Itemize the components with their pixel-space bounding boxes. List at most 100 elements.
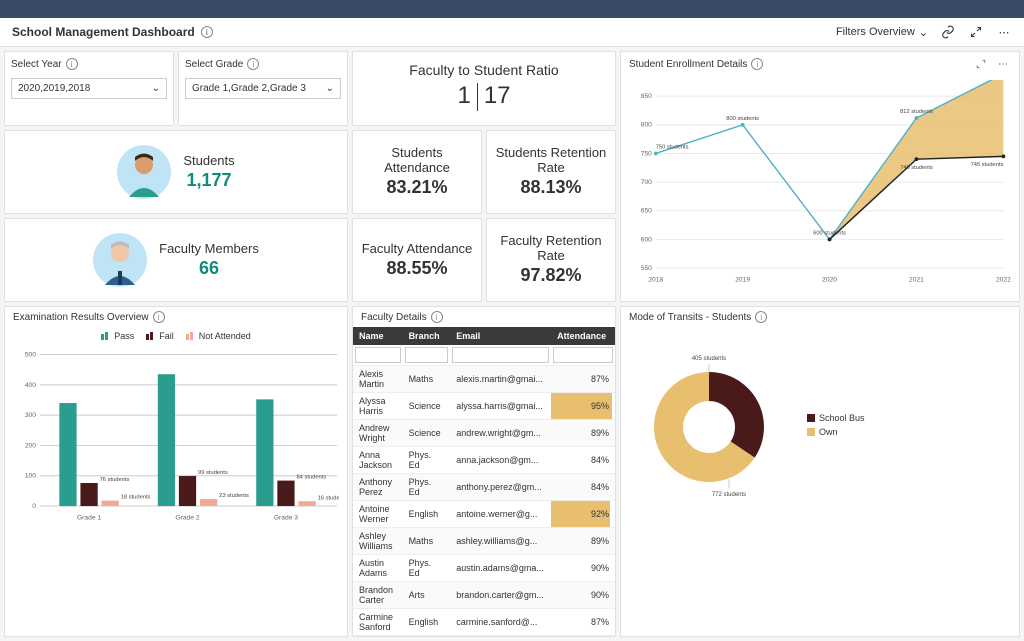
info-icon[interactable]: i xyxy=(431,311,443,323)
students-retention-kpi: Students Retention Rate 88.13% xyxy=(486,130,616,214)
faculty-label: Faculty Members xyxy=(159,241,259,256)
faculty-retention-value: 97.82% xyxy=(495,265,607,286)
ratio-title: Faculty to Student Ratio xyxy=(363,62,605,78)
enrollment-panel: Student Enrollment Details i ⋯ 550600650… xyxy=(620,51,1020,302)
faculty-table-panel: Faculty Details i NameBranchEmailAttendan… xyxy=(352,306,616,637)
exam-panel: Examination Results Overviewi PassFailNo… xyxy=(4,306,348,637)
select-grade-panel: Select Grade i Grade 1,Grade 2,Grade 3 ⌄ xyxy=(178,51,348,126)
info-icon[interactable]: i xyxy=(755,311,767,323)
table-row[interactable]: Austin AdamsPhys. Edaustin.adams@gma...9… xyxy=(353,555,615,582)
chevron-down-icon: ⌄ xyxy=(152,83,160,94)
faculty-table: NameBranchEmailAttendance Alexis MartinM… xyxy=(353,327,615,636)
filters-overview-button[interactable]: Filters Overview ⌄ xyxy=(836,26,928,39)
faculty-retention-kpi: Faculty Retention Rate 97.82% xyxy=(486,218,616,302)
student-avatar-icon xyxy=(117,145,171,199)
table-row[interactable]: Antoine WernerEnglishantoine.werner@g...… xyxy=(353,501,615,528)
select-year-dropdown[interactable]: 2020,2019,2018 ⌄ xyxy=(11,78,167,99)
page-title: School Management Dashboard i xyxy=(12,25,213,39)
faculty-attendance-kpi: Faculty Attendance 88.55% xyxy=(352,218,482,302)
svg-text:84 students: 84 students xyxy=(296,475,326,481)
title-text: School Management Dashboard xyxy=(12,25,195,39)
svg-text:2018: 2018 xyxy=(648,276,663,283)
svg-text:2022: 2022 xyxy=(996,276,1011,283)
svg-text:200: 200 xyxy=(25,442,36,449)
info-icon[interactable]: i xyxy=(201,26,213,38)
svg-text:2019: 2019 xyxy=(735,276,750,283)
svg-text:0: 0 xyxy=(32,503,36,510)
main-grid: Select Year i 2020,2019,2018 ⌄ Select Gra… xyxy=(0,47,1024,641)
svg-text:812 students: 812 students xyxy=(900,109,933,115)
faculty-attendance-value: 88.55% xyxy=(362,258,473,279)
expand-icon[interactable] xyxy=(968,24,984,40)
link-icon[interactable] xyxy=(940,24,956,40)
info-icon[interactable]: i xyxy=(66,58,78,70)
table-row[interactable]: Carmine SanfordEnglishcarmine.sanford@..… xyxy=(353,609,615,636)
svg-text:23 students: 23 students xyxy=(219,493,249,499)
students-value: 1,177 xyxy=(183,170,234,191)
info-icon[interactable]: i xyxy=(247,58,259,70)
info-icon[interactable]: i xyxy=(751,58,763,70)
faculty-table-title: Faculty Details xyxy=(361,312,427,323)
table-header[interactable]: Attendance xyxy=(551,327,615,345)
svg-text:550: 550 xyxy=(641,265,652,272)
svg-text:76 students: 76 students xyxy=(100,477,130,483)
svg-text:650: 650 xyxy=(641,208,652,215)
students-attendance-kpi: Students Attendance 83.21% xyxy=(352,130,482,214)
students-label: Students xyxy=(183,153,234,168)
select-grade-label: Select Grade xyxy=(185,59,243,70)
svg-text:500: 500 xyxy=(25,351,36,358)
table-row[interactable]: Ashley WilliamsMathsashley.williams@g...… xyxy=(353,528,615,555)
svg-text:600 students: 600 students xyxy=(813,231,846,237)
svg-text:2020: 2020 xyxy=(822,276,837,283)
svg-text:300: 300 xyxy=(25,412,36,419)
svg-text:745 students: 745 students xyxy=(971,162,1004,168)
column-filter-input[interactable] xyxy=(355,347,401,363)
info-icon[interactable]: i xyxy=(153,311,165,323)
ratio-right: 17 xyxy=(484,82,511,109)
table-row[interactable]: Anthony PerezPhys. Edanthony.perez@gm...… xyxy=(353,474,615,501)
students-retention-value: 88.13% xyxy=(495,177,607,198)
svg-text:100: 100 xyxy=(25,473,36,480)
transit-title: Mode of Transits - Students xyxy=(629,312,751,323)
table-row[interactable]: Alexis MartinMathsalexis.martin@gmai...8… xyxy=(353,366,615,393)
faculty-value: 66 xyxy=(159,258,259,279)
transit-legend: School BusOwn xyxy=(807,413,865,441)
more-icon[interactable]: ⋯ xyxy=(995,56,1011,72)
chevron-down-icon: ⌄ xyxy=(919,26,928,39)
exam-chart: 010020030040050076 students18 studentsGr… xyxy=(13,347,339,527)
column-filter-input[interactable] xyxy=(553,347,613,363)
svg-text:2021: 2021 xyxy=(909,276,924,283)
column-filter-input[interactable] xyxy=(405,347,449,363)
expand-icon[interactable] xyxy=(973,56,989,72)
more-icon[interactable]: ⋯ xyxy=(996,24,1012,40)
svg-text:750: 750 xyxy=(641,150,652,157)
svg-text:800 students: 800 students xyxy=(726,116,759,122)
svg-text:800: 800 xyxy=(641,122,652,129)
table-row[interactable]: Brandon CarterArtsbrandon.carter@gm...90… xyxy=(353,582,615,609)
table-row[interactable]: Anna JacksonPhys. Edanna.jackson@gm...84… xyxy=(353,447,615,474)
select-year-label: Select Year xyxy=(11,59,62,70)
column-filter-input[interactable] xyxy=(452,347,549,363)
students-attendance-label: Students Attendance xyxy=(361,145,473,175)
svg-text:700: 700 xyxy=(641,179,652,186)
svg-text:850: 850 xyxy=(641,93,652,100)
transit-chart: 405 students772 students School BusOwn xyxy=(621,327,1019,527)
table-header[interactable]: Name xyxy=(353,327,403,345)
students-retention-label: Students Retention Rate xyxy=(495,145,607,175)
svg-text:99 students: 99 students xyxy=(198,470,228,476)
ratio-separator xyxy=(477,83,478,111)
svg-text:740 students: 740 students xyxy=(900,165,933,171)
select-grade-dropdown[interactable]: Grade 1,Grade 2,Grade 3 ⌄ xyxy=(185,78,341,99)
svg-text:600: 600 xyxy=(641,236,652,243)
faculty-attendance-label: Faculty Attendance xyxy=(362,241,473,256)
svg-text:18 students: 18 students xyxy=(121,495,151,501)
chevron-down-icon: ⌄ xyxy=(326,83,334,94)
svg-text:Grade 3: Grade 3 xyxy=(274,514,298,521)
select-year-panel: Select Year i 2020,2019,2018 ⌄ xyxy=(4,51,174,126)
faculty-retention-label: Faculty Retention Rate xyxy=(495,233,607,263)
table-header[interactable]: Branch xyxy=(403,327,451,345)
table-header[interactable]: Email xyxy=(450,327,551,345)
select-grade-value: Grade 1,Grade 2,Grade 3 xyxy=(192,83,306,94)
table-row[interactable]: Andrew WrightScienceandrew.wright@gm...8… xyxy=(353,420,615,447)
table-row[interactable]: Alyssa HarrisSciencealyssa.harris@gmai..… xyxy=(353,393,615,420)
